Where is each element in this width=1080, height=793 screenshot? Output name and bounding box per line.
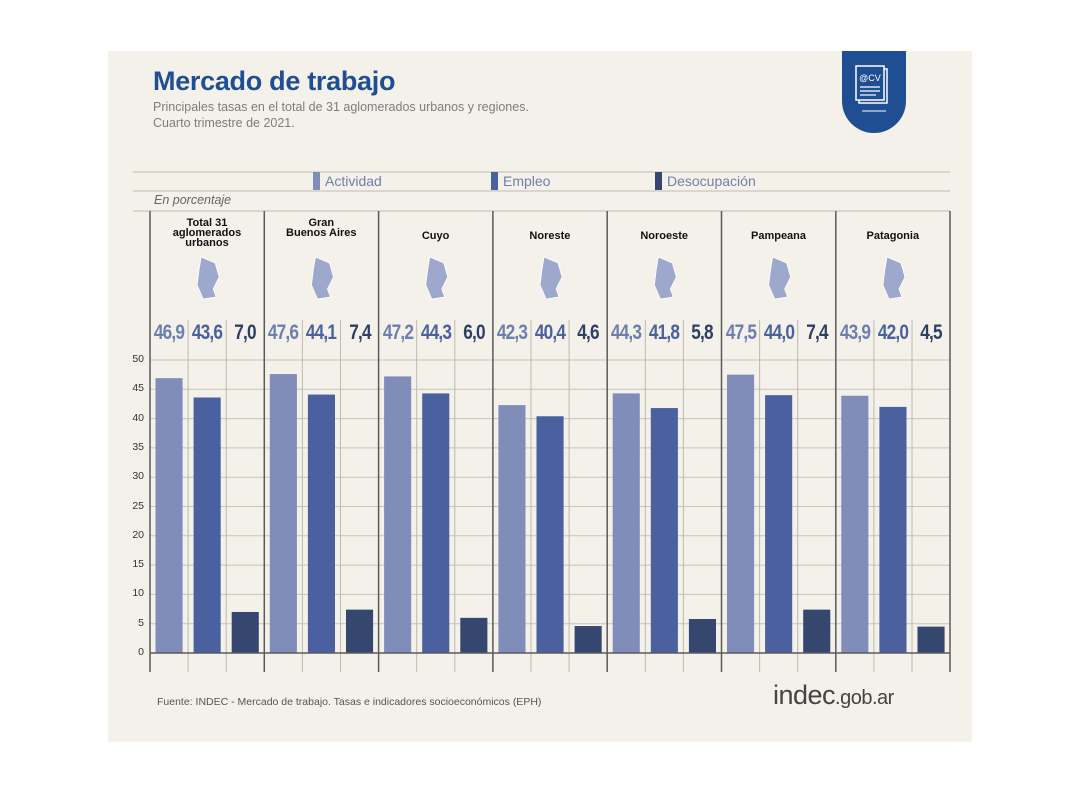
cv-badge: @CV [842, 51, 906, 133]
bar-actividad [612, 393, 640, 653]
value-label: 5,8 [691, 321, 714, 344]
region-title: Noroeste [640, 230, 689, 242]
legend-swatch-actividad [313, 172, 320, 190]
y-tick-label: 45 [132, 382, 144, 395]
legend-swatch-desocupacion [655, 172, 662, 190]
region-title: Pampeana [750, 230, 807, 242]
region-title: Cuyo [421, 230, 450, 242]
region-title: urbanos [185, 237, 229, 249]
bar-empleo [536, 416, 564, 653]
bar-empleo [193, 397, 221, 653]
value-label: 43,6 [192, 321, 223, 344]
value-label: 40,4 [534, 321, 566, 344]
legend-empleo: Empleo [491, 172, 550, 190]
badge-text: @CV [859, 73, 881, 83]
y-tick-label: 25 [132, 499, 144, 512]
bar-actividad [727, 374, 755, 653]
y-tick-label: 30 [132, 470, 144, 483]
y-tick-label: 10 [132, 587, 144, 600]
region-title: aglomerados [172, 227, 242, 239]
bar-desocupación [231, 611, 259, 653]
value-label: 4,5 [920, 321, 942, 344]
y-tick-label: 0 [138, 646, 144, 658]
region-map-icon [882, 256, 906, 300]
value-label: 44,0 [763, 321, 795, 344]
bar-actividad [155, 378, 183, 653]
source-note: Fuente: INDEC - Mercado de trabajo. Tasa… [157, 696, 542, 708]
y-tick-label: 5 [138, 616, 144, 629]
value-label: 4,6 [577, 321, 599, 344]
value-label: 7,4 [806, 321, 828, 344]
bar-empleo [422, 393, 450, 653]
bar-desocupación [346, 609, 374, 653]
value-label: 44,3 [420, 321, 452, 344]
region-title: Gran [308, 217, 335, 229]
legend-swatch-empleo [491, 172, 498, 190]
value-label: 47,5 [725, 321, 756, 344]
value-label: 41,8 [649, 321, 680, 344]
legend-label-empleo: Empleo [503, 173, 551, 189]
region-map-icon [196, 256, 220, 300]
bar-actividad [384, 376, 412, 653]
value-label: 46,9 [153, 321, 185, 344]
logo-main: indec [773, 680, 836, 710]
region-title: Total 31 [186, 217, 228, 229]
y-tick-label: 35 [132, 440, 144, 453]
subtitle-line-2: Cuarto trimestre de 2021. [153, 116, 295, 130]
legend-actividad: Actividad [313, 172, 382, 190]
bar-desocupación [688, 619, 716, 653]
bar-actividad [498, 405, 526, 653]
legend-label-actividad: Actividad [325, 173, 382, 189]
bar-empleo [879, 406, 907, 653]
bar-empleo [650, 408, 678, 653]
subtitle-line-1: Principales tasas en el total de 31 aglo… [153, 100, 529, 114]
page-title: Mercado de trabajo [153, 66, 396, 96]
y-tick-label: 50 [132, 353, 144, 365]
region-title: Patagonia [866, 230, 920, 242]
bar-actividad [841, 395, 869, 653]
bar-desocupación [460, 617, 488, 653]
unit-label: En porcentaje [154, 193, 232, 207]
y-tick-label: 40 [132, 411, 144, 424]
logo-tld: .gob.ar [835, 687, 894, 709]
value-label: 47,2 [382, 321, 414, 344]
region-title: Noreste [529, 230, 571, 242]
value-label: 6,0 [463, 321, 485, 344]
bar-desocupación [917, 626, 945, 653]
region-map-icon [425, 256, 449, 300]
bar-empleo [307, 394, 335, 653]
value-label: 7,0 [234, 321, 257, 344]
value-label: 44,3 [611, 321, 642, 344]
region-map-icon [653, 256, 677, 300]
value-label: 44,1 [306, 321, 337, 344]
value-label: 47,6 [268, 321, 299, 344]
legend-desocupacion: Desocupación [655, 172, 756, 190]
subtitle: Principales tasas en el total de 31 aglo… [153, 99, 529, 131]
bar-desocupación [574, 626, 602, 653]
bar-desocupación [803, 609, 831, 653]
indec-logo[interactable]: indec.gob.ar [773, 680, 894, 711]
value-label: 7,4 [348, 321, 371, 344]
legend-label-desocupacion: Desocupación [667, 173, 756, 189]
value-label: 42,3 [496, 321, 528, 344]
y-tick-label: 15 [132, 558, 144, 571]
y-tick-label: 20 [132, 528, 144, 541]
region-map-icon [311, 256, 334, 300]
bar-actividad [269, 374, 297, 653]
value-label: 43,9 [839, 321, 871, 344]
region-map-icon [768, 256, 792, 300]
value-label: 42,0 [877, 321, 909, 344]
region-map-icon [539, 256, 563, 300]
cv-document-icon: @CV [855, 65, 888, 112]
region-title: Buenos Aires [286, 227, 357, 239]
bar-empleo [765, 395, 793, 653]
